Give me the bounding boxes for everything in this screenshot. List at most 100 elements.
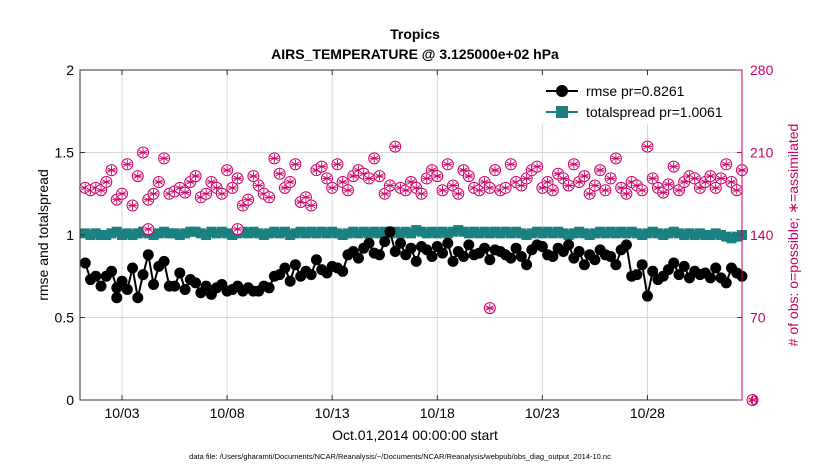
totalspread-point (96, 230, 107, 240)
obs-count-point (142, 223, 155, 236)
obs-count-point (609, 152, 622, 165)
rmse-point (190, 277, 202, 289)
totalspread-point (258, 230, 269, 240)
totalspread-point (400, 226, 411, 237)
x-tick-label: 10/23 (525, 405, 560, 421)
obs-count-point (641, 140, 654, 153)
totalspread-point (563, 230, 574, 240)
totalspread-point (490, 226, 501, 237)
y-right-tick-label: 210 (750, 145, 774, 161)
totalspread-point (558, 228, 569, 239)
obs-count-point (320, 172, 333, 185)
obs-count-point (441, 158, 454, 171)
obs-count-point (636, 184, 649, 197)
rmse-point (678, 260, 690, 272)
totalspread-point (511, 226, 522, 237)
x-tick-label: 10/18 (420, 405, 455, 421)
obs-count-point (672, 184, 685, 197)
totalspread-point (710, 228, 721, 239)
obs-count-point (273, 167, 286, 180)
rmse-point (95, 280, 107, 292)
rmse-point (547, 250, 559, 262)
totalspread-point (300, 228, 311, 239)
obs-count-point (189, 170, 202, 183)
y-left-tick-label: 0.5 (55, 310, 75, 326)
obs-count-point (299, 191, 312, 204)
totalspread-point (327, 226, 338, 237)
totalspread-point (117, 230, 128, 240)
obs-count-point (131, 170, 144, 183)
totalspread-point (295, 226, 306, 237)
totalspread-point (574, 226, 585, 237)
totalspread-point (547, 228, 558, 239)
totalspread-point (673, 228, 684, 239)
obs-count-point (431, 170, 444, 183)
y-left-tick-label: 1.5 (55, 145, 75, 161)
obs-count-point (305, 199, 318, 212)
rmse-point (631, 269, 643, 281)
totalspread-point (700, 230, 711, 240)
totalspread-point (600, 228, 611, 239)
totalspread-point (463, 228, 474, 239)
rmse-point (479, 242, 491, 254)
totalspread-point (516, 228, 527, 239)
rmse-point (289, 259, 301, 271)
obs-count-point (231, 172, 244, 185)
totalspread-point (442, 228, 453, 239)
totalspread-point (227, 230, 238, 240)
totalspread-point (101, 230, 112, 240)
obs-count-point (378, 187, 391, 200)
totalspread-point (85, 230, 96, 240)
rmse-point (636, 259, 648, 271)
rmse-point (510, 242, 522, 254)
obs-count-point (268, 152, 281, 165)
totalspread-point (206, 226, 217, 237)
ticks: 10/03 10/08 10/13 10/18 10/23 10/28 0 0.5 1 1.5 2 0… (55, 62, 774, 421)
totalspread-point (416, 226, 427, 237)
totalspread-point (353, 228, 364, 239)
rmse-point (127, 262, 139, 274)
obs-count-point (620, 187, 633, 200)
totalspread-point (589, 228, 600, 239)
obs-count-point (179, 186, 192, 199)
obs-count-point (483, 181, 496, 194)
y-right-axis-label: # of obs: o=possible; ∗=assimilated (785, 124, 801, 347)
totalspread-point (201, 230, 212, 240)
totalspread-point (658, 230, 669, 240)
y-left-tick-label: 1 (66, 227, 74, 243)
obs-count-point (362, 172, 375, 185)
rmse-point (200, 280, 212, 292)
totalspread-point (274, 228, 285, 239)
totalspread-point (605, 226, 616, 237)
obs-count-point (714, 172, 727, 185)
totalspread-point (668, 226, 679, 237)
rmse-point (106, 265, 118, 277)
rmse-point (394, 237, 406, 249)
totalspread-point (631, 228, 642, 239)
legend-rmse-marker (556, 85, 568, 97)
obs-count-point (604, 172, 617, 185)
legend-rmse-label: rmse pr=0.8261 (586, 83, 685, 99)
totalspread-point (106, 228, 117, 239)
obs-count-point (688, 172, 701, 185)
totalspread-point (495, 228, 506, 239)
obs-count-point (720, 158, 733, 171)
totalspread-point (453, 225, 464, 236)
totalspread-point (222, 228, 233, 239)
totalspread-point (180, 228, 191, 239)
totalspread-point (358, 226, 369, 237)
obs-count-point (200, 187, 213, 200)
totalspread-point (195, 228, 206, 239)
x-tick-label: 10/03 (105, 405, 140, 421)
rmse-point (263, 282, 275, 294)
obs-count-point (504, 158, 517, 171)
rmse-point (174, 267, 186, 279)
rmse-point (410, 255, 422, 267)
totalspread-point (411, 225, 422, 236)
rmse-point (137, 269, 149, 281)
obs-count-point (499, 181, 512, 194)
obs-count-point (284, 175, 297, 188)
obs-count-point (489, 164, 502, 177)
totalspread-point (726, 233, 737, 244)
legend-spread-label: totalspread pr=1.0061 (586, 104, 723, 120)
